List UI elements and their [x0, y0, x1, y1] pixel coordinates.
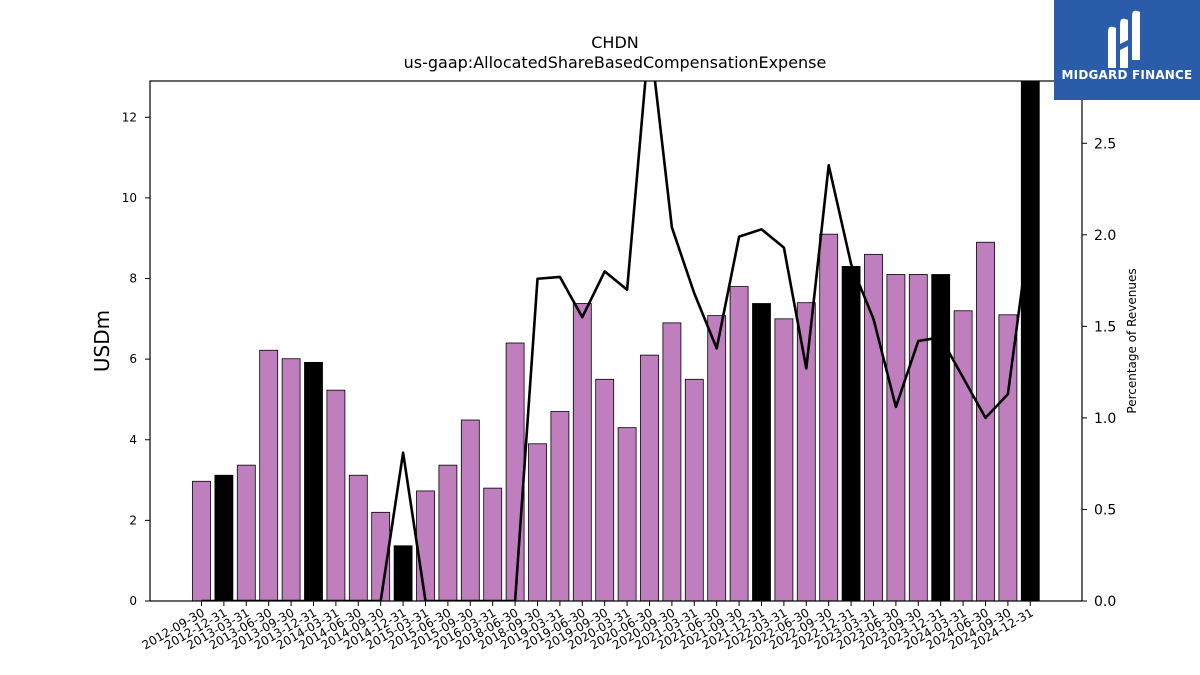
bar	[1020, 80, 1040, 602]
bar	[259, 349, 279, 602]
y-axis-label-right: Percentage of Revenues	[1125, 268, 1139, 413]
midgard-logo-icon	[1108, 10, 1140, 69]
bar	[796, 302, 816, 602]
brand-name: MIDGARD FINANCE	[1061, 68, 1193, 82]
bar	[774, 318, 794, 602]
y-tick-label-right: 1.5	[1094, 319, 1116, 335]
y-tick-label-right: 1.0	[1094, 411, 1116, 427]
y-axis-left: 0 2 4 6 8 10 12	[122, 110, 150, 608]
bars-layer	[192, 80, 1040, 602]
bar	[572, 303, 592, 602]
y-axis-label-left: USDm	[90, 310, 114, 372]
line-layer	[201, 81, 1032, 601]
bar	[550, 411, 570, 602]
y-tick-label: 0	[129, 594, 137, 608]
y-tick-label-right: 0.0	[1094, 594, 1116, 610]
bar	[505, 342, 525, 602]
y-tick-label: 2	[129, 513, 137, 527]
bar	[707, 315, 727, 602]
bar	[348, 474, 368, 602]
bar	[729, 286, 749, 602]
bar	[886, 274, 906, 602]
x-axis: 2012-09-302012-12-312013-03-312013-06-30…	[140, 601, 1036, 652]
bar	[304, 361, 323, 602]
bar	[281, 358, 301, 602]
bar	[595, 378, 615, 602]
y-tick-label: 12	[122, 110, 137, 124]
bar	[214, 474, 234, 602]
y-tick-label-right: 2.0	[1094, 228, 1116, 244]
y-axis-right: 0.0 0.5 1.0 1.5 2.0 2.5	[1082, 136, 1116, 610]
bar	[326, 389, 346, 602]
y-tick-label: 6	[129, 352, 137, 366]
y-tick-label: 8	[129, 272, 137, 286]
bar	[976, 241, 995, 602]
y-tick-label-right: 2.5	[1094, 136, 1116, 152]
series-line	[201, 81, 1032, 601]
y-tick-label-right: 0.5	[1094, 502, 1116, 518]
chart-subtitle: us-gaap:AllocatedShareBasedCompensationE…	[404, 53, 827, 72]
bar	[953, 310, 973, 602]
bar	[752, 303, 771, 602]
bar	[460, 419, 480, 602]
bar	[662, 322, 682, 602]
bar	[192, 480, 211, 602]
bar	[841, 266, 861, 602]
bar	[931, 274, 951, 602]
plot-frame	[149, 80, 1083, 602]
bar	[438, 464, 458, 602]
bar	[684, 378, 704, 602]
bar	[640, 354, 659, 602]
bar	[528, 443, 547, 602]
bar	[819, 233, 839, 602]
bar	[617, 427, 637, 602]
bar	[908, 274, 928, 602]
bar	[393, 545, 413, 602]
y-tick-label: 4	[129, 433, 137, 447]
bar	[236, 464, 256, 602]
bar	[998, 314, 1018, 602]
bar	[483, 487, 503, 602]
bar	[416, 490, 435, 602]
y-tick-label: 10	[122, 191, 137, 205]
chart-title: CHDN	[591, 33, 639, 52]
brand-logo: MIDGARD FINANCE	[1054, 0, 1200, 100]
